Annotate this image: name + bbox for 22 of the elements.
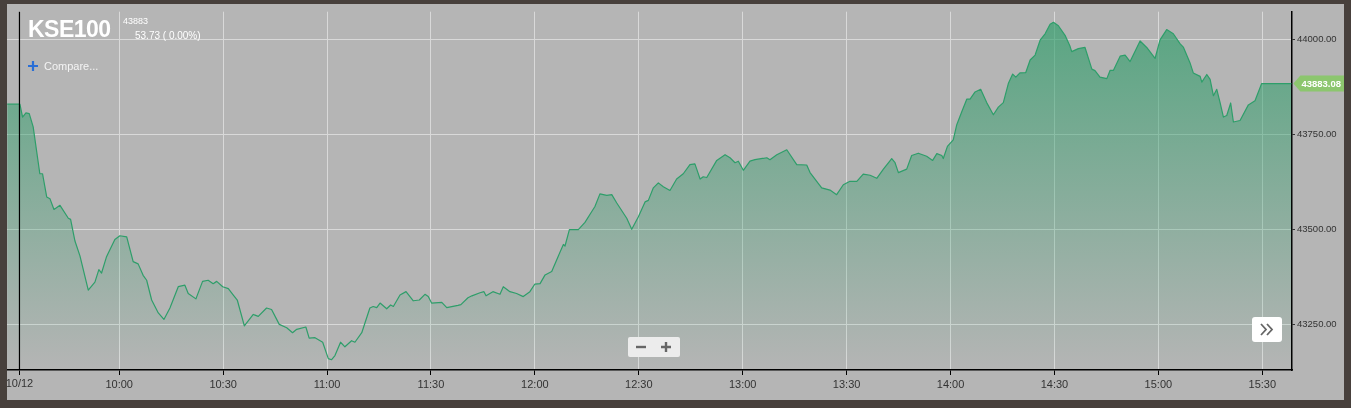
annotation: 43883.08 <box>1301 78 1341 90</box>
x-tick-label: 14:00 <box>936 377 965 390</box>
x-tick-label: 15:30 <box>1248 377 1277 390</box>
y-tick-label: 43250.00 <box>1297 317 1337 329</box>
x-tick-label: 12:00 <box>521 377 549 390</box>
x-tick-label: 11:30 <box>417 377 445 390</box>
annotation: Compare... <box>44 60 99 72</box>
ref-line-label: 10/12 <box>5 376 34 389</box>
x-tick-label: 13:00 <box>728 377 757 390</box>
x-tick-label: 10:00 <box>105 377 133 390</box>
y-tick-label: 43500.00 <box>1297 222 1337 234</box>
x-tick-label: 10:30 <box>209 377 237 390</box>
x-tick-label: 14:30 <box>1040 377 1069 390</box>
y-tick-label: 43750.00 <box>1297 127 1337 139</box>
x-tick-label: 12:30 <box>625 377 653 390</box>
chart-title: KSE100 <box>28 16 111 43</box>
x-tick-label: 13:30 <box>832 377 861 390</box>
x-tick-label: 11:00 <box>313 377 341 390</box>
annotation: 53.73 ( 0.00%) <box>135 30 201 41</box>
annotation: 43883 <box>123 16 149 26</box>
y-tick-label: 44000.00 <box>1297 32 1337 44</box>
x-tick-label: 15:00 <box>1144 377 1173 390</box>
